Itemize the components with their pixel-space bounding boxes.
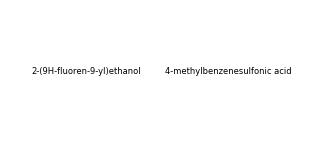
Text: 2-(9H-fluoren-9-yl)ethanol: 2-(9H-fluoren-9-yl)ethanol: [31, 67, 141, 76]
Text: 4-methylbenzenesulfonic acid: 4-methylbenzenesulfonic acid: [165, 67, 291, 76]
